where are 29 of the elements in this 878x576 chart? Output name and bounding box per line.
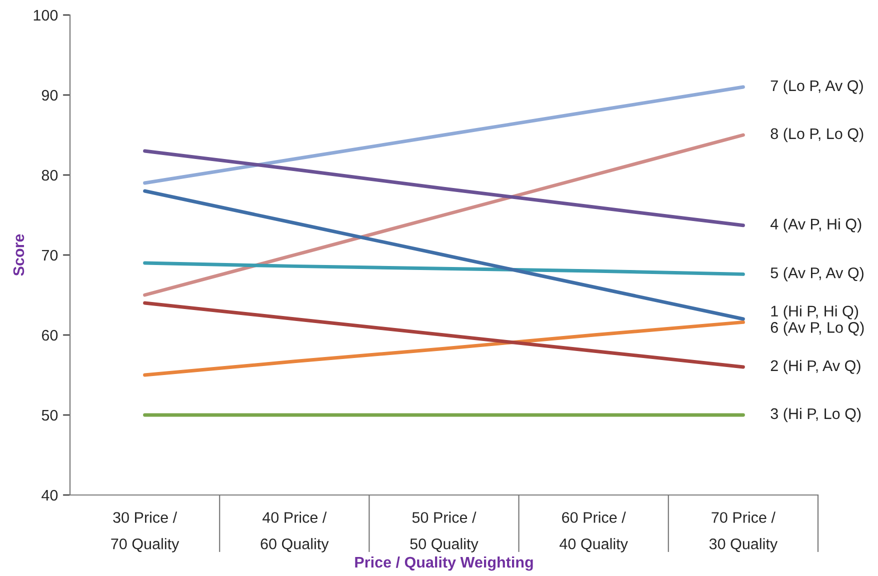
series-label: 7 (Lo P, Av Q) [770, 80, 863, 94]
y-tick-label: 100 [34, 10, 58, 21]
series-label: 3 (Hi P, Lo Q) [770, 408, 861, 422]
line-series [143, 301, 745, 369]
y-tick-label: 40 [42, 490, 58, 501]
series-label: 1 (Hi P, Hi Q) [771, 305, 858, 320]
line-series [143, 189, 745, 321]
x-axis-title: Price / Quality Weighting [355, 556, 533, 571]
series-label: 4 (Av P, Hi Q) [770, 218, 862, 233]
series-label: 8 (Lo P, Lo Q) [770, 128, 864, 142]
series-label: 6 (Av P, Lo Q) [770, 322, 864, 336]
y-axis-title: Score [13, 234, 24, 276]
y-tick-label: 80 [42, 170, 58, 181]
y-tick-label: 90 [42, 90, 58, 101]
x-tick-label: 40 Price / 60 Quality [260, 512, 329, 552]
x-tick-label: 50 Price / 50 Quality [410, 512, 478, 552]
y-tick-label: 50 [42, 410, 58, 421]
series-label: 5 (Av P, Av Q) [770, 267, 864, 282]
series-label: 2 (Hi P, Av Q) [770, 360, 860, 374]
line-series [143, 85, 745, 185]
line-series [143, 261, 745, 276]
y-tick-label: 70 [42, 250, 58, 261]
x-tick-label: 60 Price / 40 Quality [560, 512, 628, 552]
y-tick-label: 60 [42, 330, 58, 341]
x-tick-label: 70 Price / 30 Quality [709, 512, 778, 552]
x-tick-label: 30 Price / 70 Quality [111, 512, 180, 552]
line-series [143, 320, 745, 377]
line-series [143, 149, 745, 228]
line-series [143, 133, 745, 297]
